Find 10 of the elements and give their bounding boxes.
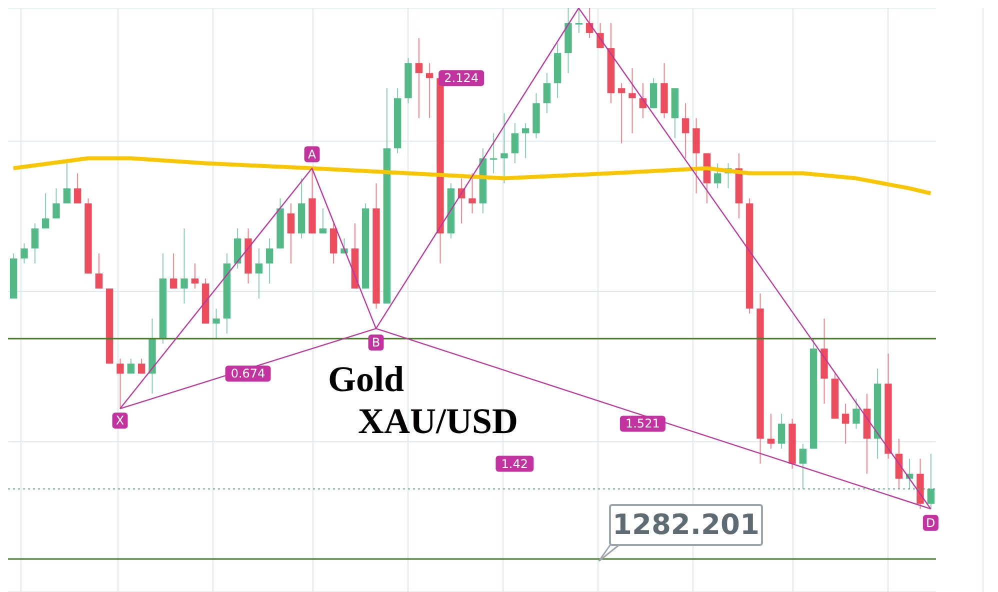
annotation: A (308, 147, 317, 162)
annotation: 1282.201 (609, 504, 763, 546)
annotation: B (372, 336, 380, 350)
text: Gold XAU/USD (328, 358, 518, 442)
annotation: 1.521 (625, 416, 660, 431)
annotation: X (116, 414, 124, 428)
annotation: 2.124 (444, 71, 479, 86)
annotation: 0.674 (230, 366, 266, 381)
text: D (926, 516, 936, 530)
annotation: 1.42 (501, 456, 528, 471)
